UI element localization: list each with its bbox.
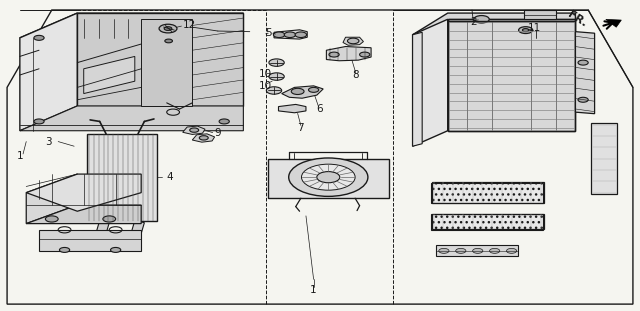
Polygon shape [524,10,556,19]
Polygon shape [20,106,243,131]
Circle shape [269,59,284,66]
Text: 3: 3 [45,137,52,146]
Polygon shape [413,19,448,146]
Circle shape [522,29,529,32]
Circle shape [291,88,304,95]
Circle shape [34,35,44,40]
Polygon shape [39,230,141,252]
Polygon shape [268,159,389,198]
Circle shape [60,248,70,253]
Text: 6: 6 [317,104,323,114]
Polygon shape [97,220,109,234]
Circle shape [269,73,284,80]
Circle shape [165,39,173,43]
Circle shape [490,248,500,253]
Text: 4: 4 [166,172,173,182]
Text: 11: 11 [528,23,541,33]
Circle shape [273,32,285,38]
Circle shape [103,216,116,222]
Circle shape [329,52,339,57]
Circle shape [348,38,359,44]
Polygon shape [282,86,323,98]
Circle shape [456,248,466,253]
Circle shape [439,248,449,253]
Circle shape [266,87,282,94]
Circle shape [308,87,319,92]
Circle shape [289,158,368,196]
Circle shape [295,32,307,38]
Polygon shape [274,30,307,39]
Polygon shape [20,13,243,38]
Polygon shape [26,174,141,211]
Polygon shape [77,13,243,106]
Polygon shape [575,32,595,114]
Bar [87,134,157,220]
Circle shape [518,27,532,34]
Text: 1: 1 [310,285,317,295]
Bar [431,214,543,230]
Polygon shape [448,19,575,131]
Polygon shape [413,32,422,146]
Circle shape [284,32,296,38]
Polygon shape [606,19,621,27]
Polygon shape [278,104,306,113]
Polygon shape [436,245,518,256]
Circle shape [45,216,58,222]
Text: 2: 2 [470,17,477,27]
Circle shape [219,119,229,124]
Circle shape [164,27,172,30]
Polygon shape [26,174,77,224]
Circle shape [506,248,516,253]
Polygon shape [413,13,575,35]
Text: 1: 1 [17,151,23,160]
Text: 10: 10 [259,69,272,79]
Text: 9: 9 [214,128,221,138]
Polygon shape [26,205,141,224]
Polygon shape [192,134,214,142]
Circle shape [360,52,370,57]
Circle shape [199,136,208,140]
Polygon shape [343,37,364,45]
Circle shape [34,119,44,124]
Polygon shape [326,47,371,61]
Circle shape [159,24,177,33]
Circle shape [578,97,588,102]
Circle shape [317,172,340,183]
Circle shape [578,60,588,65]
Text: 7: 7 [298,123,304,132]
Text: FR.: FR. [566,9,589,28]
Bar [591,123,617,194]
Circle shape [111,248,121,253]
Bar [431,183,543,203]
Polygon shape [182,126,205,134]
Circle shape [301,164,355,190]
Text: 5: 5 [266,28,272,38]
Polygon shape [141,19,192,106]
Polygon shape [84,56,135,94]
Circle shape [189,128,198,132]
Text: 8: 8 [352,70,358,80]
Circle shape [472,248,483,253]
Circle shape [474,16,489,23]
Polygon shape [20,13,77,131]
Polygon shape [132,220,145,234]
Text: 12: 12 [182,21,196,30]
Text: 10: 10 [259,81,272,91]
